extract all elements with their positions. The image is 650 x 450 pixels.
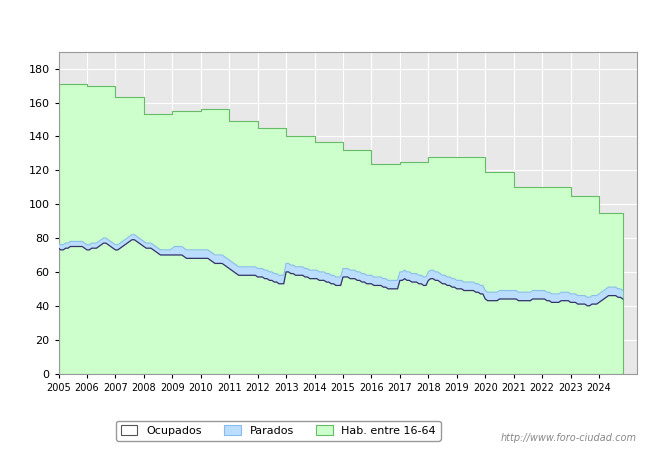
Text: http://www.foro-ciudad.com: http://www.foro-ciudad.com bbox=[501, 433, 637, 443]
Legend: Ocupados, Parados, Hab. entre 16-64: Ocupados, Parados, Hab. entre 16-64 bbox=[116, 421, 441, 441]
Text: Deza - Evolucion de la poblacion en edad de Trabajar Noviembre de 2024: Deza - Evolucion de la poblacion en edad… bbox=[80, 17, 570, 30]
